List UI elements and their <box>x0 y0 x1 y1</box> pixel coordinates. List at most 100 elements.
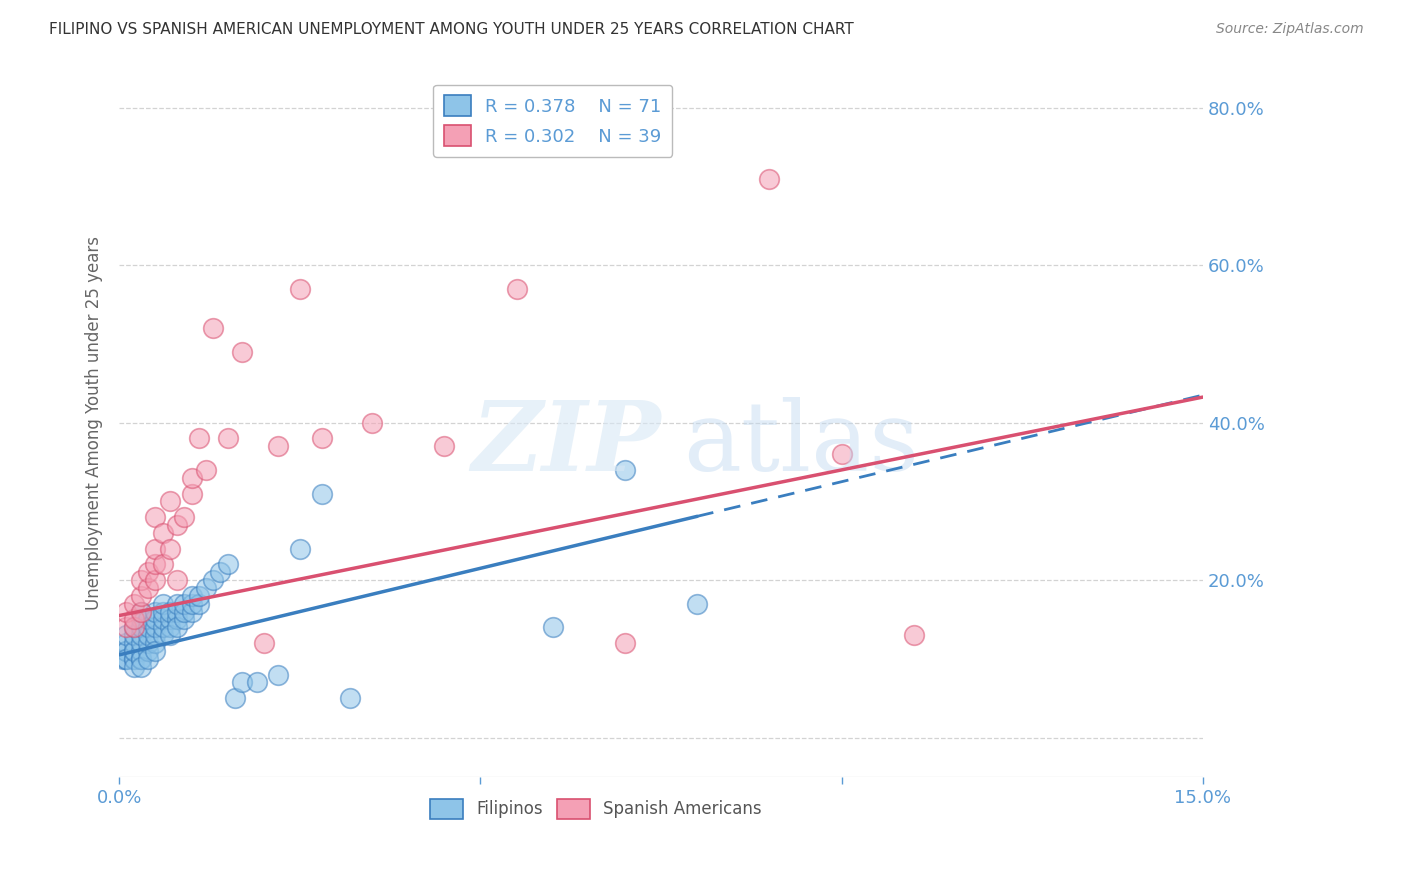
Point <box>115 636 138 650</box>
Point <box>159 620 181 634</box>
Point <box>173 510 195 524</box>
Point <box>115 644 138 658</box>
Point <box>613 636 636 650</box>
Point <box>145 573 167 587</box>
Point <box>115 652 138 666</box>
Point <box>122 597 145 611</box>
Point <box>136 566 159 580</box>
Point <box>311 432 333 446</box>
Point <box>145 558 167 572</box>
Point <box>122 636 145 650</box>
Point <box>129 589 152 603</box>
Point <box>231 344 253 359</box>
Point <box>166 597 188 611</box>
Point <box>129 652 152 666</box>
Point <box>122 620 145 634</box>
Point <box>173 597 195 611</box>
Point <box>145 620 167 634</box>
Point <box>361 416 384 430</box>
Point <box>187 432 209 446</box>
Point <box>166 605 188 619</box>
Y-axis label: Unemployment Among Youth under 25 years: Unemployment Among Youth under 25 years <box>86 235 103 610</box>
Point <box>166 612 188 626</box>
Point <box>129 573 152 587</box>
Point <box>288 282 311 296</box>
Point <box>541 620 564 634</box>
Point <box>173 612 195 626</box>
Point <box>903 628 925 642</box>
Point <box>136 628 159 642</box>
Point <box>145 541 167 556</box>
Point <box>253 636 276 650</box>
Point <box>136 652 159 666</box>
Point <box>136 620 159 634</box>
Point <box>152 620 174 634</box>
Point <box>129 605 152 619</box>
Point <box>145 644 167 658</box>
Point <box>288 541 311 556</box>
Point <box>152 612 174 626</box>
Point <box>217 558 239 572</box>
Point <box>180 597 202 611</box>
Point <box>136 636 159 650</box>
Point <box>758 171 780 186</box>
Point <box>159 541 181 556</box>
Point <box>180 486 202 500</box>
Point <box>152 558 174 572</box>
Point <box>136 644 159 658</box>
Point <box>129 659 152 673</box>
Point <box>202 321 225 335</box>
Point <box>166 573 188 587</box>
Point <box>122 659 145 673</box>
Point <box>831 447 853 461</box>
Point <box>152 525 174 540</box>
Point <box>686 597 709 611</box>
Point <box>166 518 188 533</box>
Point <box>159 605 181 619</box>
Point <box>122 644 145 658</box>
Point <box>122 612 145 626</box>
Point <box>129 620 152 634</box>
Point <box>267 439 290 453</box>
Point <box>152 605 174 619</box>
Point <box>122 628 145 642</box>
Point <box>159 494 181 508</box>
Point <box>187 597 209 611</box>
Point <box>267 667 290 681</box>
Text: atlas: atlas <box>683 397 918 491</box>
Point <box>145 605 167 619</box>
Point <box>311 486 333 500</box>
Point <box>122 620 145 634</box>
Point <box>173 605 195 619</box>
Point <box>159 612 181 626</box>
Point <box>180 471 202 485</box>
Point <box>180 589 202 603</box>
Point <box>145 510 167 524</box>
Point <box>231 675 253 690</box>
Point <box>145 636 167 650</box>
Point <box>136 581 159 595</box>
Point <box>122 644 145 658</box>
Legend: Filipinos, Spanish Americans: Filipinos, Spanish Americans <box>423 793 769 825</box>
Point <box>115 620 138 634</box>
Point <box>152 597 174 611</box>
Point <box>129 636 152 650</box>
Point <box>122 652 145 666</box>
Point <box>433 439 456 453</box>
Point <box>159 628 181 642</box>
Point <box>122 652 145 666</box>
Point <box>152 628 174 642</box>
Point <box>187 589 209 603</box>
Point <box>115 628 138 642</box>
Point <box>145 612 167 626</box>
Point <box>224 691 246 706</box>
Point <box>245 675 267 690</box>
Point <box>136 612 159 626</box>
Point <box>202 573 225 587</box>
Point <box>129 652 152 666</box>
Point <box>129 612 152 626</box>
Text: ZIP: ZIP <box>471 397 661 491</box>
Point <box>180 605 202 619</box>
Point <box>111 652 134 666</box>
Point <box>115 644 138 658</box>
